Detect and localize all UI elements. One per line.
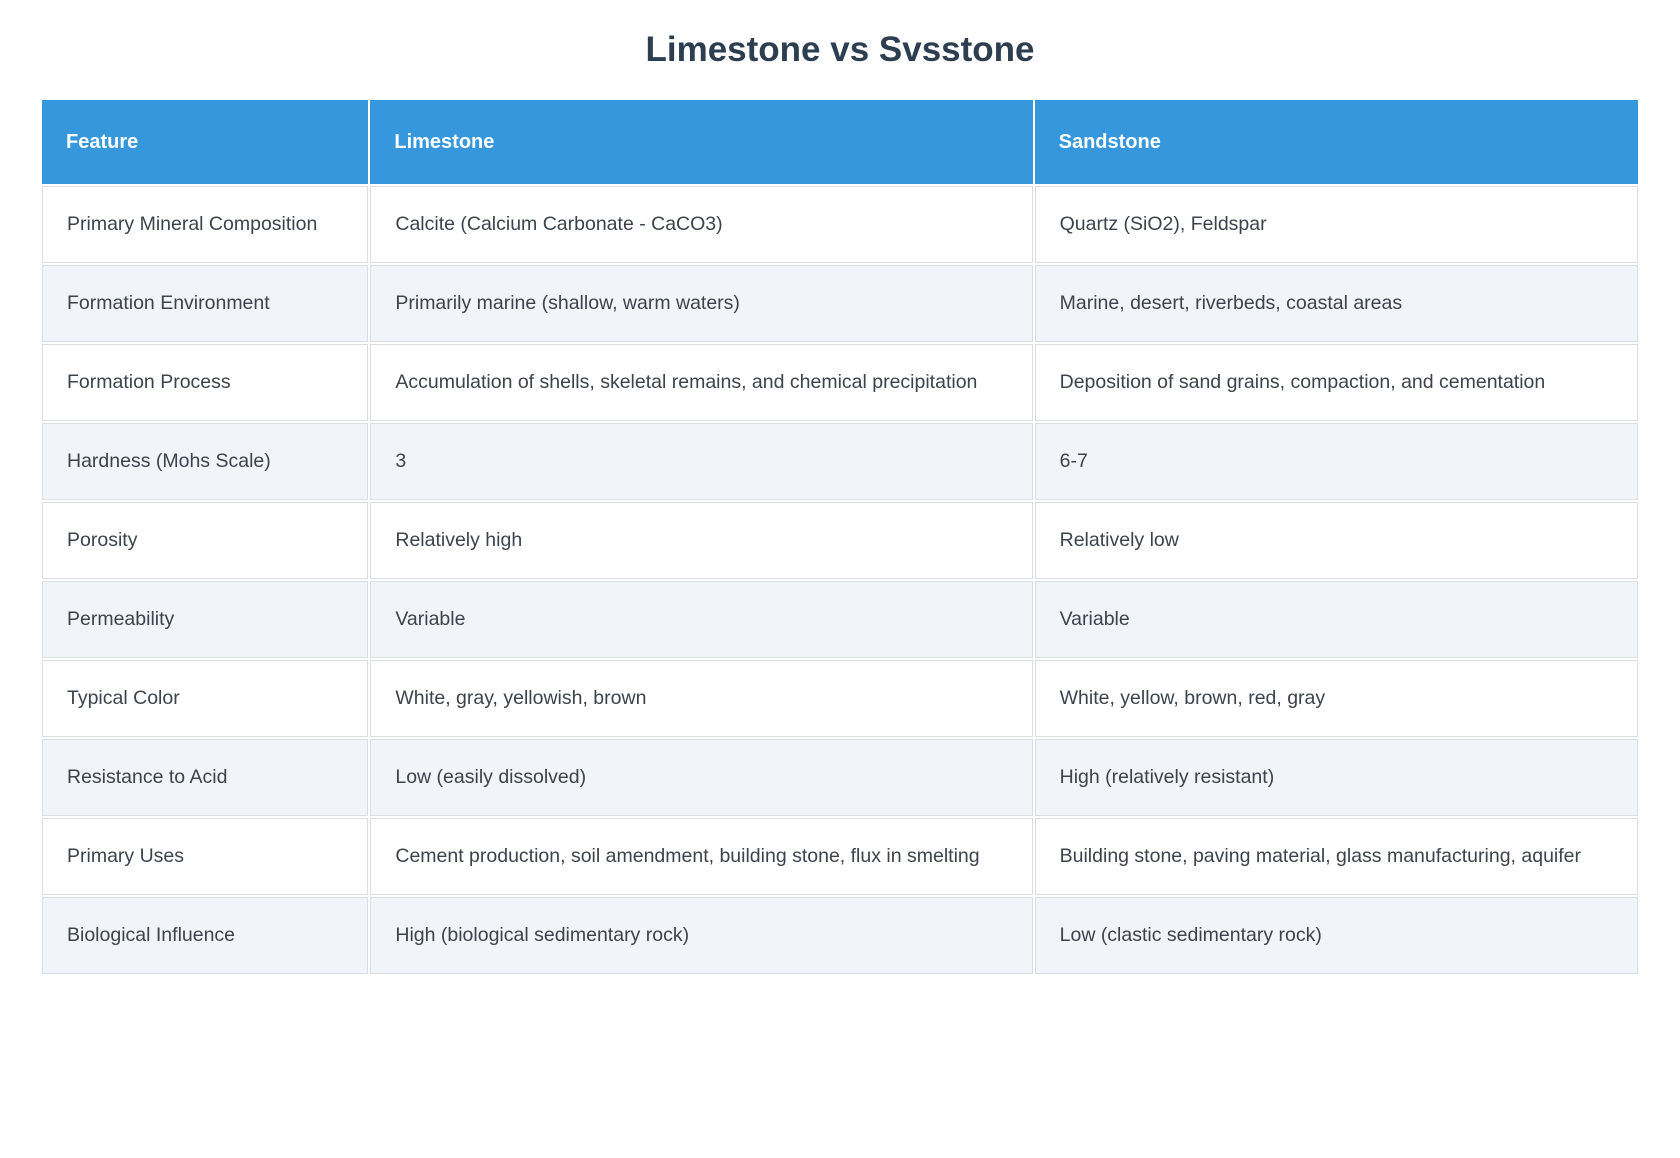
sandstone-cell: White, yellow, brown, red, gray: [1034, 660, 1638, 737]
sandstone-cell: Deposition of sand grains, compaction, a…: [1034, 344, 1638, 421]
table-row: Formation Process Accumulation of shells…: [42, 344, 1638, 421]
table-row: Primary Uses Cement production, soil ame…: [42, 818, 1638, 895]
limestone-cell: Accumulation of shells, skeletal remains…: [370, 344, 1033, 421]
page: Limestone vs Svsstone Feature Limestone …: [0, 30, 1680, 976]
feature-cell: Resistance to Acid: [42, 739, 369, 816]
sandstone-cell: 6-7: [1034, 423, 1638, 500]
feature-cell: Permeability: [42, 581, 369, 658]
limestone-cell: High (biological sedimentary rock): [370, 897, 1033, 974]
column-header-limestone: Limestone: [370, 100, 1033, 184]
feature-cell: Formation Process: [42, 344, 369, 421]
limestone-cell: White, gray, yellowish, brown: [370, 660, 1033, 737]
limestone-cell: Low (easily dissolved): [370, 739, 1033, 816]
comparison-table: Feature Limestone Sandstone Primary Mine…: [40, 98, 1640, 976]
sandstone-cell: Quartz (SiO2), Feldspar: [1034, 186, 1638, 263]
sandstone-cell: Variable: [1034, 581, 1638, 658]
limestone-cell: 3: [370, 423, 1033, 500]
table-row: Porosity Relatively high Relatively low: [42, 502, 1638, 579]
feature-cell: Typical Color: [42, 660, 369, 737]
header-row: Feature Limestone Sandstone: [42, 100, 1638, 184]
sandstone-cell: Low (clastic sedimentary rock): [1034, 897, 1638, 974]
table-row: Primary Mineral Composition Calcite (Cal…: [42, 186, 1638, 263]
feature-cell: Porosity: [42, 502, 369, 579]
page-title: Limestone vs Svsstone: [645, 30, 1035, 69]
limestone-cell: Variable: [370, 581, 1033, 658]
column-header-feature: Feature: [42, 100, 369, 184]
table-body: Primary Mineral Composition Calcite (Cal…: [42, 186, 1638, 974]
feature-cell: Hardness (Mohs Scale): [42, 423, 369, 500]
feature-cell: Formation Environment: [42, 265, 369, 342]
limestone-cell: Calcite (Calcium Carbonate - CaCO3): [370, 186, 1033, 263]
limestone-cell: Relatively high: [370, 502, 1033, 579]
sandstone-cell: High (relatively resistant): [1034, 739, 1638, 816]
feature-cell: Primary Mineral Composition: [42, 186, 369, 263]
feature-cell: Primary Uses: [42, 818, 369, 895]
table-row: Formation Environment Primarily marine (…: [42, 265, 1638, 342]
table-row: Permeability Variable Variable: [42, 581, 1638, 658]
limestone-cell: Cement production, soil amendment, build…: [370, 818, 1033, 895]
table-row: Biological Influence High (biological se…: [42, 897, 1638, 974]
table-row: Hardness (Mohs Scale) 3 6-7: [42, 423, 1638, 500]
sandstone-cell: Relatively low: [1034, 502, 1638, 579]
column-header-sandstone: Sandstone: [1034, 100, 1638, 184]
sandstone-cell: Building stone, paving material, glass m…: [1034, 818, 1638, 895]
table-row: Typical Color White, gray, yellowish, br…: [42, 660, 1638, 737]
table-row: Resistance to Acid Low (easily dissolved…: [42, 739, 1638, 816]
limestone-cell: Primarily marine (shallow, warm waters): [370, 265, 1033, 342]
feature-cell: Biological Influence: [42, 897, 369, 974]
sandstone-cell: Marine, desert, riverbeds, coastal areas: [1034, 265, 1638, 342]
